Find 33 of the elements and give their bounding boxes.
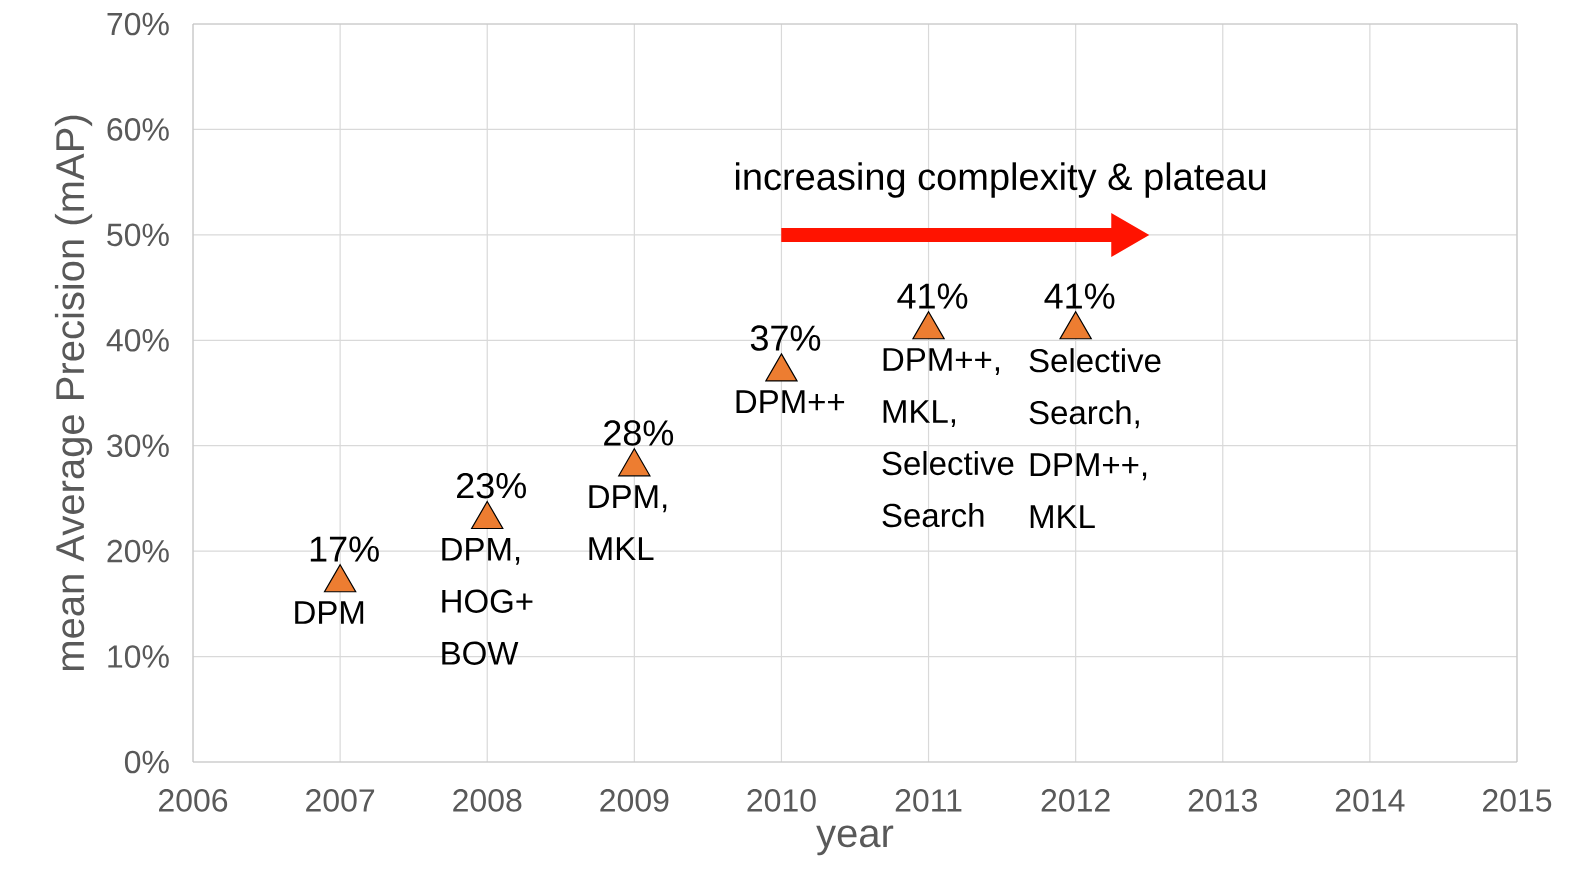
y-tick-label: 10% — [108, 645, 169, 668]
y-tick-label: 60% — [107, 118, 169, 141]
y-tick-label: 40% — [106, 328, 169, 352]
data-label: 37% — [750, 325, 821, 351]
data-label: 41% — [897, 283, 968, 309]
y-axis-title: mean Average Precision (mAP) — [54, 115, 93, 671]
x-tick-label: 2007 — [306, 789, 375, 812]
y-tick-label: 0% — [124, 750, 169, 774]
annotation: increasing complexity & plateau — [735, 162, 1266, 198]
x-tick-label: 2006 — [159, 789, 228, 812]
data-label: 41% — [1044, 283, 1115, 309]
annotation: DPM++ — [736, 390, 845, 414]
y-tick-label: 70% — [107, 12, 169, 36]
data-label: 23% — [457, 472, 526, 499]
y-tick-label: 30% — [107, 434, 169, 458]
data-label: 17% — [310, 536, 379, 562]
x-tick-label: 2015 — [1483, 789, 1552, 812]
annotation: DPM, MKL — [589, 485, 667, 560]
annotation: DPM++, MKL, Selective Search — [882, 348, 1014, 528]
annotation: Selective Search, DPM++, MKL — [1029, 348, 1161, 529]
x-tick-label: 2011 — [895, 789, 962, 812]
annotation: DPM — [295, 601, 364, 624]
y-tick-label: 50% — [107, 223, 169, 247]
x-tick-label: 2010 — [747, 789, 816, 812]
data-label: 28% — [604, 420, 674, 446]
x-tick-label: 2014 — [1335, 789, 1405, 812]
x-tick-label: 2012 — [1041, 789, 1110, 812]
x-tick-label: 2008 — [453, 789, 522, 812]
x-tick-label: 2009 — [600, 789, 669, 812]
annotation: DPM, HOG+ BOW — [442, 537, 533, 665]
y-tick-label: 20% — [107, 539, 169, 563]
x-axis-title: year — [816, 825, 894, 856]
x-tick-label: 2013 — [1188, 789, 1257, 812]
